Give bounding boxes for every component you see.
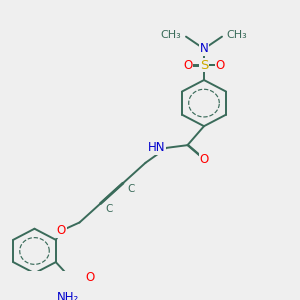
Text: C: C — [128, 184, 135, 194]
Text: O: O — [57, 224, 66, 237]
Text: O: O — [216, 58, 225, 72]
Text: NH₂: NH₂ — [57, 291, 79, 300]
Text: C: C — [105, 204, 112, 214]
Text: CH₃: CH₃ — [161, 30, 182, 40]
Text: CH₃: CH₃ — [226, 30, 247, 40]
Text: O: O — [183, 58, 192, 72]
Text: N: N — [200, 42, 208, 55]
Text: HN: HN — [148, 141, 165, 154]
Text: O: O — [200, 153, 208, 166]
Text: O: O — [86, 271, 95, 284]
Text: S: S — [200, 58, 208, 72]
